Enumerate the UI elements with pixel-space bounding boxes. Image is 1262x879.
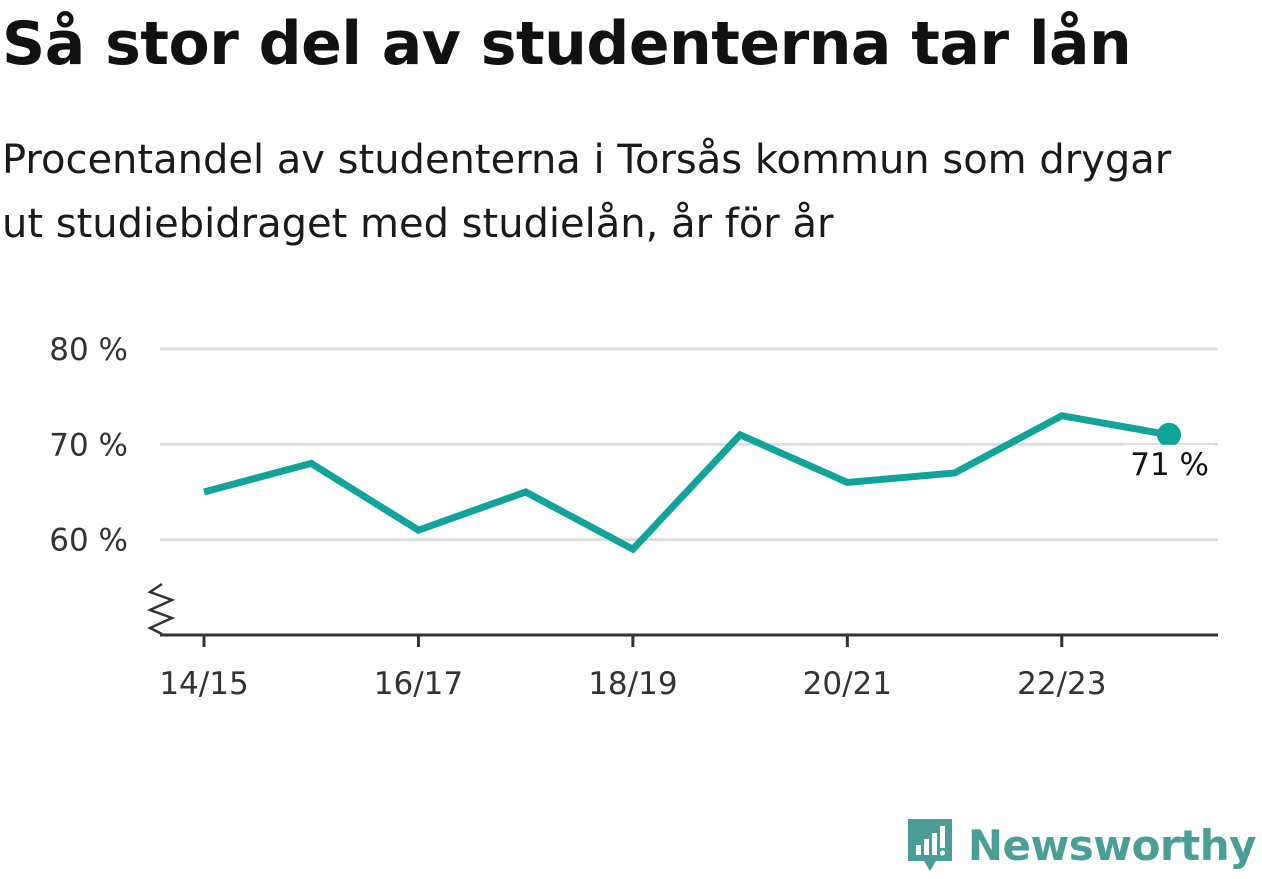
x-tick-label: 20/21 xyxy=(803,666,892,702)
chart-title: Så stor del av studenterna tar lån xyxy=(2,9,1132,79)
chart-subtitle: Procentandel av studenterna i Torsås kom… xyxy=(2,137,1172,247)
y-tick-label: 60 % xyxy=(49,523,128,559)
last-point-label: 71 % xyxy=(1130,447,1209,483)
x-axis-tick-labels: 14/15 16/17 18/19 20/21 22/23 xyxy=(159,666,1106,702)
gridlines xyxy=(160,347,1218,542)
last-data-point xyxy=(1157,422,1181,447)
series-lines xyxy=(203,412,1181,554)
y-axis-tick-labels: 60 % 70 % 80 % xyxy=(49,332,128,559)
x-tick-label: 18/19 xyxy=(588,666,677,702)
x-axis xyxy=(146,582,1218,647)
x-tick-label: 14/15 xyxy=(159,666,248,702)
brand-name: Newsworthy xyxy=(967,820,1257,870)
newsworthy-branding: Newsworthy xyxy=(906,817,1257,873)
y-axis-break-marker xyxy=(146,582,176,636)
newsworthy-logo-icon xyxy=(907,819,952,871)
y-tick-label: 70 % xyxy=(49,427,128,463)
data-label-background xyxy=(1123,444,1215,485)
x-tick-label: 22/23 xyxy=(1017,666,1106,702)
y-tick-label: 80 % xyxy=(49,332,128,368)
series-line-0 xyxy=(203,412,1170,554)
x-tick-label: 16/17 xyxy=(374,666,463,702)
data-labels: 71 % xyxy=(1123,444,1215,485)
